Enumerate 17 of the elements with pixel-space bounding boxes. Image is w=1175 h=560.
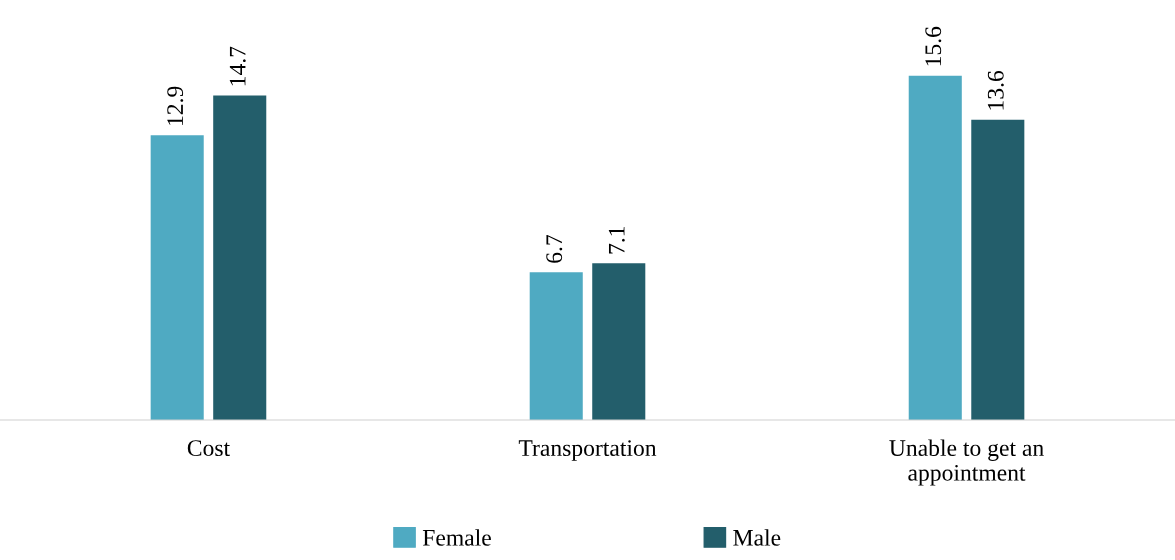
- bar: [213, 95, 267, 420]
- x-tick-label: Transportation: [518, 440, 657, 461]
- bar: [529, 272, 583, 420]
- data-label: 13.6: [987, 70, 1004, 110]
- bar: [971, 119, 1025, 420]
- x-tick-label: Cost: [187, 440, 230, 457]
- data-label: 12.9: [167, 86, 184, 125]
- bar: [150, 135, 204, 420]
- bar: [592, 263, 646, 420]
- data-label: 6.7: [546, 234, 563, 263]
- x-tick-label: Unable to get an appointment: [889, 439, 1044, 486]
- bar: [908, 75, 962, 420]
- data-label: 15.6: [925, 26, 942, 66]
- legend-label: Female: [422, 529, 491, 546]
- data-label: 7.1: [608, 226, 625, 254]
- legend-label: Male: [733, 529, 781, 546]
- data-label: 14.7: [229, 46, 246, 86]
